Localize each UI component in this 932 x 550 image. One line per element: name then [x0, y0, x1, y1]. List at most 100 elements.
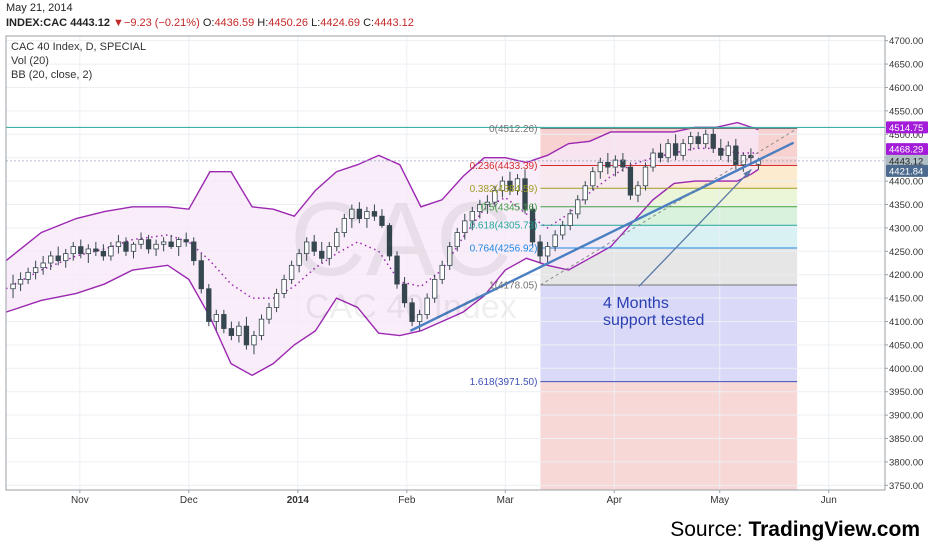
y-tick-label: 4100.00 [889, 317, 923, 328]
y-tick-label: 3800.00 [889, 457, 923, 468]
source-name: TradingView.com [748, 518, 920, 541]
candle [499, 176, 506, 198]
candle [537, 234, 543, 263]
candle [206, 284, 212, 327]
candle-body [454, 232, 460, 248]
x-tick-label: Dec [180, 495, 198, 506]
candle-body [725, 145, 731, 156]
candle [296, 248, 302, 273]
candle [514, 174, 521, 196]
candle [48, 251, 54, 271]
candle-body [560, 225, 566, 236]
x-tick-label: 2014 [287, 495, 310, 506]
candle [409, 298, 415, 327]
price-chart[interactable]: 4700.00 4650.00 4600.00 4550.00 4500.00 4450.… [0, 0, 932, 510]
candle-body [288, 264, 295, 280]
candle [17, 272, 24, 292]
x-tick-label: May [710, 495, 729, 506]
candle-body [657, 152, 664, 159]
candle [454, 227, 460, 252]
candle [123, 237, 129, 256]
candle-body [718, 147, 724, 156]
candle [733, 138, 739, 170]
chart-date: May 21, 2014 [6, 2, 73, 14]
price-tag [886, 154, 928, 167]
source-prefix: Source: [670, 518, 749, 541]
x-tick-label: Jun [821, 495, 837, 506]
candle [447, 241, 453, 271]
candle [439, 260, 445, 285]
candle-body [665, 143, 671, 159]
legend-bb: BB (20, close, 2) [11, 69, 92, 81]
candle-body [17, 278, 24, 285]
candle [145, 234, 152, 254]
plot-frame [5, 35, 886, 491]
low-label: L: [311, 17, 321, 29]
fib-label: 0.382(4384.59) [470, 184, 538, 195]
candle [93, 241, 99, 256]
candle-body [597, 161, 603, 173]
candle [582, 181, 588, 205]
candle [334, 227, 340, 252]
candle [432, 274, 438, 303]
fib-label: 0.236(4433.39) [470, 161, 538, 172]
candle-body [462, 220, 468, 233]
candle-body [409, 302, 415, 322]
y-tick-label: 4200.00 [889, 270, 923, 281]
candle [560, 220, 566, 240]
candle [55, 246, 61, 266]
x-tick-label: Apr [606, 495, 622, 506]
candle-body [432, 278, 438, 299]
fib-label: 1(4178.05) [489, 280, 537, 291]
candle-body [85, 248, 91, 255]
candle-body [25, 271, 31, 280]
candle [63, 248, 69, 268]
candle-body [605, 161, 611, 168]
symbol-label: INDEX:CAC [6, 17, 68, 29]
y-tick-label: 4550.00 [889, 106, 923, 117]
candle [243, 316, 250, 350]
candle [401, 277, 408, 308]
candle-body [627, 166, 634, 196]
price-tag [886, 164, 928, 177]
candle-body [590, 171, 596, 187]
trend-lines [6, 126, 885, 332]
candle [191, 237, 197, 266]
close-value: 4443.12 [374, 17, 414, 29]
candle-body [469, 211, 475, 222]
candle [251, 330, 257, 355]
candle [326, 241, 332, 266]
candle-body [326, 246, 332, 259]
candle [281, 274, 287, 299]
candle-body [319, 250, 325, 259]
candle [108, 241, 114, 261]
price-tag [886, 121, 928, 134]
high-value: 4450.26 [268, 17, 309, 29]
candle-body [424, 297, 430, 315]
candle [183, 232, 189, 247]
candlesticks [10, 128, 762, 355]
candle-body [537, 241, 543, 257]
candle-body [160, 241, 167, 245]
candle-body [108, 246, 114, 257]
quote-line: INDEX:CAC 4443.12 ▼−9.23 (−0.21%) O:4436… [6, 17, 414, 29]
y-tick-label: 3900.00 [889, 411, 923, 422]
candle [718, 138, 724, 161]
candle [228, 321, 235, 341]
candle [364, 206, 370, 228]
candle-body [484, 201, 491, 205]
candle-body [499, 180, 506, 191]
candle [40, 255, 46, 275]
candle-body [100, 250, 107, 257]
fib-band [540, 284, 798, 382]
candle [575, 195, 581, 219]
candle [635, 181, 641, 203]
candle [160, 237, 167, 252]
candle-body [672, 143, 679, 156]
fib-label: 0(4512.26) [489, 124, 537, 135]
candle-body [612, 159, 619, 168]
candle-body [447, 246, 453, 266]
y-tick-label: 4050.00 [889, 340, 923, 351]
candle-body [123, 241, 129, 252]
